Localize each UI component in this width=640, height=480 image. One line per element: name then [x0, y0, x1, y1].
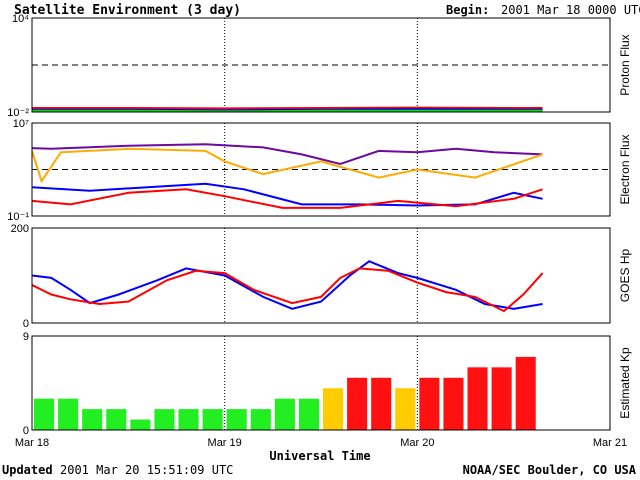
- panel-2: 10⁷ 10⁻¹ Electron Flux: [7, 118, 632, 223]
- y-axis-label: Electron Flux: [618, 134, 632, 204]
- y-tick-label: 0: [23, 318, 29, 330]
- kp-bar: [202, 409, 223, 430]
- series-line-blue: [32, 182, 543, 207]
- kp-bar: [443, 377, 464, 430]
- y-axis-label: Proton Flux: [618, 34, 632, 95]
- kp-bar: [347, 377, 368, 430]
- x-tick-label: Mar 21: [593, 437, 627, 449]
- x-axis-tick-labels: Mar 18 Mar 19 Mar 20 Mar 21: [15, 437, 627, 449]
- y-axis-label: Estimated Kp: [618, 347, 632, 419]
- x-tick-label: Mar 18: [15, 437, 49, 449]
- credit-text: NOAA/SEC Boulder, CO USA: [463, 463, 637, 477]
- panel-3: 200 0 GOES Hp: [11, 223, 632, 330]
- series-line-blue: [32, 108, 543, 112]
- x-axis-label: Universal Time: [269, 449, 370, 463]
- chart-panels: 10⁴ 10⁻² Proton Flux 10⁷ 10⁻¹ Electron Flux 20…: [7, 13, 632, 437]
- y-tick-label: 200: [11, 223, 29, 235]
- panel-4: 9 0 Estimated Kp: [23, 331, 632, 437]
- kp-bar: [298, 398, 319, 430]
- y-tick-label: 0: [23, 425, 29, 437]
- x-tick-label: Mar 20: [400, 437, 434, 449]
- kp-bar: [154, 409, 175, 430]
- updated-label: Updated: [2, 463, 53, 477]
- kp-bar: [178, 409, 199, 430]
- kp-bar: [467, 367, 488, 430]
- panel-frame: [31, 122, 611, 217]
- kp-bar: [58, 398, 79, 430]
- x-tick-label: Mar 19: [208, 437, 242, 449]
- kp-bar: [250, 409, 271, 430]
- y-axis-label: GOES Hp: [618, 249, 632, 303]
- y-tick-label: 10⁷: [13, 118, 29, 130]
- series-line-orange: [32, 147, 543, 184]
- chart-title: Satellite Environment (3 day): [14, 3, 241, 18]
- kp-bar: [491, 367, 512, 430]
- kp-bar: [395, 388, 416, 430]
- kp-bar: [34, 398, 55, 430]
- panel-frame: [31, 335, 611, 431]
- kp-bar: [106, 409, 127, 430]
- kp-bar: [515, 356, 536, 430]
- begin-label: Begin:: [446, 3, 489, 17]
- panel-1: 10⁴ 10⁻² Proton Flux: [7, 13, 632, 119]
- series-line-purple: [32, 143, 543, 166]
- begin-value: 2001 Mar 18 0000 UTC: [501, 3, 640, 17]
- panel-frame: [31, 227, 611, 324]
- y-tick-label: 9: [23, 331, 29, 343]
- series-line-red: [32, 188, 543, 209]
- y-tick-label: 10⁴: [12, 13, 29, 25]
- updated-value: 2001 Mar 20 15:51:09 UTC: [60, 463, 233, 477]
- kp-bar: [419, 377, 440, 430]
- y-tick-label: 10⁻¹: [7, 211, 29, 223]
- panel-frame: [31, 17, 611, 113]
- y-tick-label: 10⁻²: [7, 107, 29, 119]
- kp-bar: [130, 419, 151, 430]
- kp-bar: [323, 388, 344, 430]
- series-line-red: [32, 267, 544, 313]
- series-line-red: [32, 106, 543, 110]
- kp-bar: [82, 409, 103, 430]
- series-line-green: [32, 109, 543, 112]
- kp-bar: [371, 377, 392, 430]
- kp-bar: [226, 409, 247, 430]
- kp-bar: [274, 398, 295, 430]
